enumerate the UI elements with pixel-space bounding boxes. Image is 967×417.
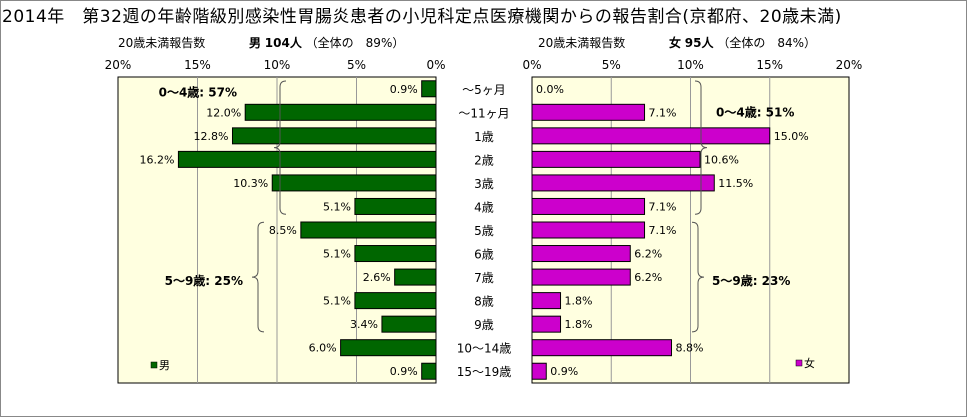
age-category-label: 9歳 [474,318,494,332]
age-category-label: 3歳 [474,177,494,191]
male-bar [354,292,437,310]
female-bar [531,197,646,215]
female-value-label: 0.9% [550,365,578,378]
male-value-label: 2.6% [363,271,391,284]
female-value-label: 7.1% [649,106,677,119]
left-header-sex: 男 [248,36,261,50]
right-tick-label: 20% [836,58,863,72]
female-value-label: 7.1% [649,200,677,213]
left-header-ratio: （全体の 89%） [305,36,405,50]
male-value-label: 3.4% [350,318,378,331]
male-bar [271,174,437,192]
female-value-label: 11.5% [718,177,753,190]
right-header-ratio: （全体の 84%） [717,36,816,50]
female-bar [531,362,547,380]
male-value-label: 0.9% [390,83,418,96]
left-tick-label: 10% [264,58,291,72]
chart-title: 2014年 第32週の年齢階級別感染性胃腸炎患者の小児科定点医療機関からの報告割… [2,7,842,27]
age-category-label: 4歳 [474,200,494,214]
male-annotation-0-4: 0～4歳: 57% [159,85,237,100]
male-annotation-5-9: 5～9歳: 25% [165,273,243,288]
male-value-label: 6.0% [309,342,337,355]
female-bar [531,245,631,263]
female-value-label: 1.8% [565,318,593,331]
female-bar [531,339,672,357]
male-bar [421,362,437,380]
male-value-label: 12.0% [206,106,241,119]
male-value-label: 0.9% [390,365,418,378]
female-bar [531,103,646,121]
female-value-label: 10.6% [704,153,739,166]
male-brace-0-4 [273,80,287,215]
female-value-label: 0.0% [536,83,564,96]
male-bar [354,197,437,215]
male-bar [177,150,437,168]
female-value-label: 15.0% [774,130,809,143]
female-bar [531,221,646,239]
left-tick-label: 5% [347,58,366,72]
age-category-label: ～11ヶ月 [458,106,509,120]
male-bar [244,103,437,121]
male-legend-label: 男 [159,359,170,372]
left-tick-label: 0% [426,58,445,72]
male-bar [354,245,437,263]
male-value-label: 5.1% [323,200,351,213]
left-tick-label: 20% [105,58,132,72]
male-legend-swatch [150,361,158,369]
female-legend-label: 女 [804,356,815,370]
age-category-label: 7歳 [474,271,494,285]
left-header: 20歳未満報告数 男 104人 （全体の 89%） [118,34,404,51]
male-bar [300,221,437,239]
female-brace-5-9 [691,221,705,333]
female-brace-0-4 [694,80,708,215]
male-value-label: 12.8% [194,130,229,143]
right-tick-label: 10% [677,58,704,72]
female-bar [531,127,771,145]
age-category-label: 1歳 [474,130,494,144]
left-header-label: 20歳未満報告数 [118,36,206,50]
age-category-label: ～5ヶ月 [462,83,506,97]
male-value-label: 8.5% [269,224,297,237]
male-value-label: 16.2% [139,153,174,166]
female-value-label: 8.8% [675,342,703,355]
age-category-label: 8歳 [474,295,494,309]
male-value-label: 10.3% [233,177,268,190]
male-bar [394,268,437,286]
right-tick-label: 15% [756,58,783,72]
right-tick-label: 0% [522,58,541,72]
left-header-count: 104人 [264,36,302,50]
right-header-label: 20歳未満報告数 [538,36,626,50]
female-value-label: 6.2% [634,248,662,261]
female-value-label: 6.2% [634,271,662,284]
female-value-label: 7.1% [649,224,677,237]
male-value-label: 5.1% [323,295,351,308]
age-category-label: 2歳 [474,153,494,167]
age-category-label: 10～14歳 [457,342,512,356]
male-bar [381,315,437,333]
female-annotation-0-4: 0～4歳: 51% [716,104,794,119]
female-bar [531,268,631,286]
left-tick-label: 15% [184,58,211,72]
male-bar [421,80,437,98]
right-header-sex: 女 [668,36,681,50]
right-header-count: 95人 [684,36,714,50]
female-value-label: 1.8% [565,295,593,308]
male-brace-5-9 [251,221,265,333]
right-header: 20歳未満報告数 女 95人 （全体の 84%） [538,34,816,51]
male-value-label: 5.1% [323,248,351,261]
female-bar [531,292,562,310]
male-bar [231,127,437,145]
right-tick-label: 5% [602,58,621,72]
female-annotation-5-9: 5～9歳: 23% [712,273,790,288]
age-category-label: 6歳 [474,248,494,262]
female-bar [531,174,715,192]
female-legend-swatch [795,359,803,367]
female-bar [531,150,701,168]
age-category-label: 15～19歳 [457,365,512,379]
male-bar [340,339,437,357]
age-category-label: 5歳 [474,224,494,238]
female-bar [531,315,562,333]
